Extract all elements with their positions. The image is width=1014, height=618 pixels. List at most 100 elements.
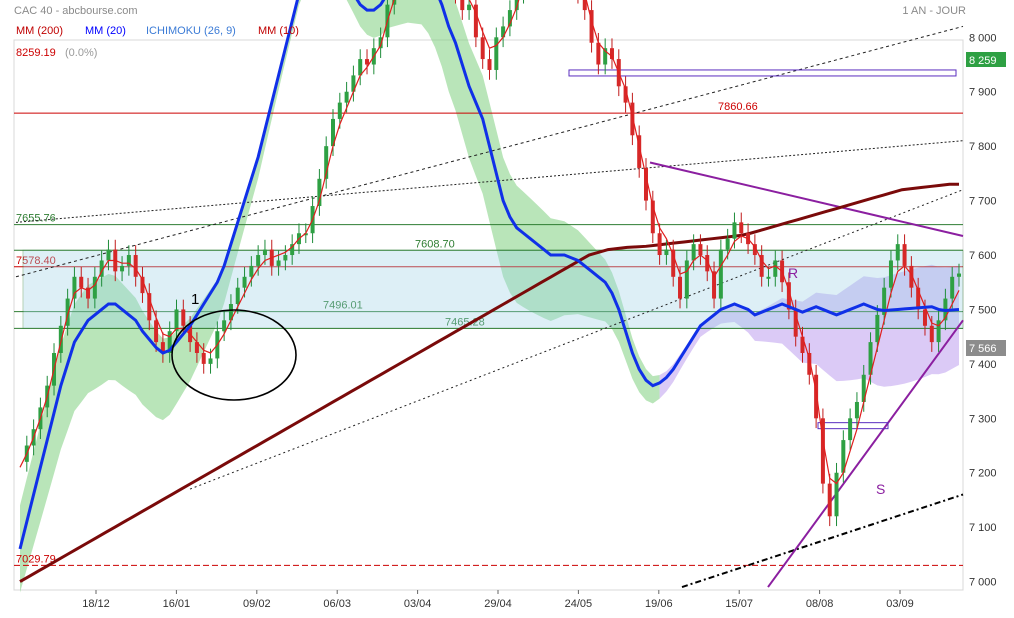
candle-body: [739, 222, 744, 234]
y-tick-label-2: 7 200: [969, 468, 997, 480]
candle-body: [854, 401, 859, 419]
candle-body: [140, 276, 145, 294]
candle-body: [827, 483, 832, 517]
candle-body: [181, 309, 186, 326]
candle-body: [664, 249, 669, 256]
y-tick-label-1: 7 100: [969, 522, 997, 534]
candle-body: [875, 314, 880, 343]
annotation-R: R: [788, 265, 798, 281]
candle-body: [609, 48, 614, 60]
x-tick-label-7: 19/06: [645, 598, 673, 610]
candle-body: [888, 260, 893, 288]
candle-body: [106, 249, 111, 261]
candle-body: [671, 249, 676, 277]
level-label-2: 7655.76: [16, 213, 56, 225]
candle-body: [834, 472, 839, 517]
x-tick-label-8: 15/07: [725, 598, 753, 610]
x-tick-label-0: 18/12: [82, 598, 110, 610]
y-tick-label-9: 7 900: [969, 87, 997, 99]
candle-body: [882, 287, 887, 315]
candle-body: [922, 309, 927, 326]
candle-body: [848, 418, 853, 441]
y-tick-label-7: 7 700: [969, 196, 997, 208]
candle-body: [344, 91, 349, 103]
x-tick-label-4: 03/04: [404, 598, 432, 610]
y-tick-label-8: 7 800: [969, 141, 997, 153]
candle-body: [732, 222, 737, 239]
candle-body: [126, 255, 131, 266]
candle-body: [303, 233, 308, 236]
candle-body: [337, 102, 342, 119]
candle-body: [208, 358, 213, 364]
candle-body: [99, 260, 104, 277]
candle-body: [644, 167, 648, 201]
candle-body: [623, 86, 628, 103]
candle-body: [773, 260, 778, 277]
candle-body: [160, 342, 165, 353]
candle-body: [154, 320, 159, 343]
last-price-tag: 7 566: [966, 340, 1006, 356]
x-tick-label-9: 08/08: [806, 598, 834, 610]
candle-body: [909, 265, 914, 288]
y-tick-label-10: 8 000: [969, 32, 997, 44]
candle-body: [65, 298, 70, 326]
indicator-legend: MM (200) MM (20) ICHIMOKU (26, 9) MM (10…: [16, 25, 299, 37]
high-price-label: 8 259: [969, 55, 997, 67]
candle-body: [147, 293, 152, 321]
candle-body: [684, 260, 689, 299]
y-tick-label-3: 7 300: [969, 413, 997, 425]
y-tick-label-0: 7 000: [969, 577, 997, 589]
header-change: (0.0%): [65, 47, 97, 59]
candle-body: [283, 255, 288, 261]
candle-body: [249, 265, 254, 277]
candle-body: [58, 325, 63, 353]
candle-body: [596, 42, 601, 65]
candle-body: [841, 440, 846, 473]
x-tick-label-10: 03/09: [886, 598, 914, 610]
candle-body: [786, 282, 791, 310]
candle-body: [473, 4, 478, 38]
level-label-1: 7860.66: [718, 101, 758, 113]
candle-body: [378, 37, 383, 49]
candle-body: [718, 249, 723, 299]
candle-body: [494, 37, 499, 70]
candle-body: [392, 0, 397, 5]
trend-dotted-lower: [189, 189, 964, 490]
candle-body: [705, 255, 710, 272]
candle-body: [262, 249, 267, 256]
candle-body: [950, 276, 955, 299]
candle-body: [752, 244, 757, 256]
level-label-3: 7608.70: [415, 238, 455, 250]
candle-body: [589, 10, 594, 43]
candle-body: [174, 309, 179, 332]
candle-body: [256, 255, 261, 266]
candle-body: [895, 244, 900, 261]
candle-body: [759, 255, 764, 277]
candle-body: [120, 265, 125, 272]
candle-body: [650, 200, 655, 234]
candle-body: [902, 244, 907, 266]
last-price-label: 7 566: [969, 343, 997, 355]
candle-body: [460, 0, 465, 11]
x-tick-label-5: 29/04: [484, 598, 512, 610]
x-tick-label-3: 06/03: [323, 598, 351, 610]
ma200-line: [19, 182, 959, 583]
candle-body: [957, 273, 961, 277]
candle-body: [92, 276, 97, 299]
candle-body: [235, 287, 240, 305]
candle-body: [358, 59, 363, 76]
annotation-S: S: [876, 481, 885, 497]
candle-body: [766, 276, 771, 279]
ma20-line: [18, 0, 960, 550]
candle-body: [365, 59, 370, 65]
candle-body: [936, 320, 941, 343]
candle-body: [331, 118, 335, 147]
level-label-5: 7496.01: [323, 300, 363, 312]
candle-body: [487, 59, 492, 70]
candle-body: [467, 4, 472, 11]
candle-body: [351, 75, 356, 92]
candle-body: [603, 48, 608, 65]
candle-body: [276, 260, 281, 266]
candle-body: [691, 244, 696, 261]
